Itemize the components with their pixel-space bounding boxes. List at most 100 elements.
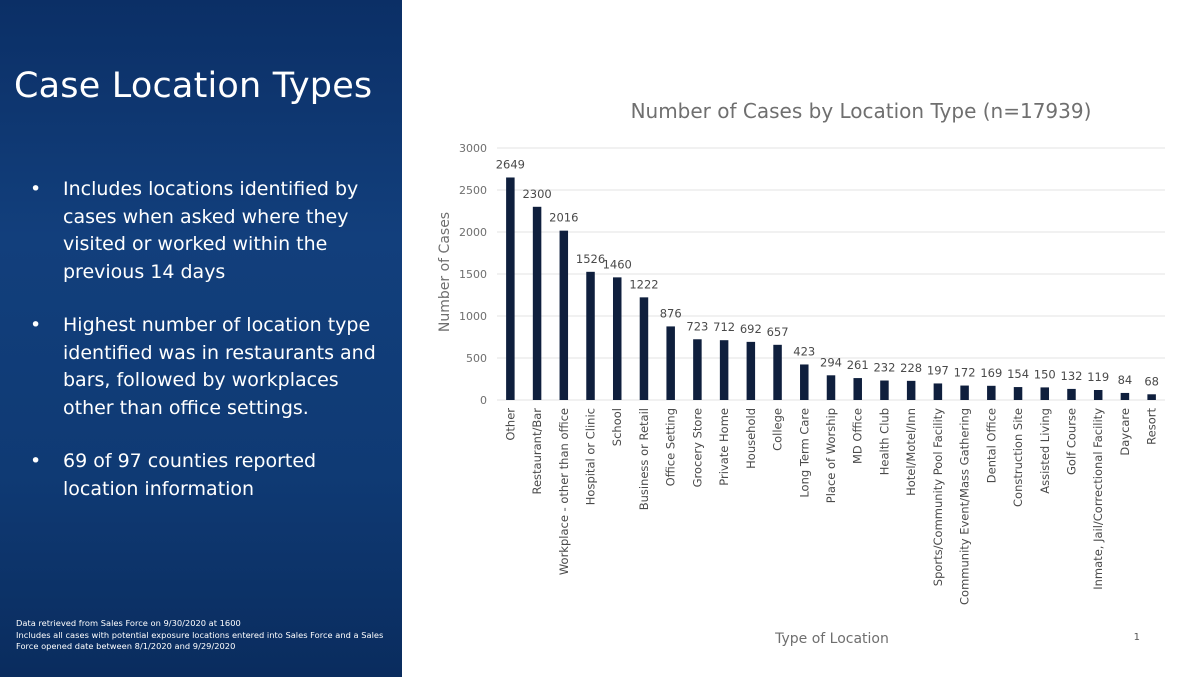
x-tick-label: Place of Worship [824, 408, 838, 503]
data-label: 1460 [603, 257, 632, 271]
bar [1147, 394, 1156, 400]
data-label: 119 [1087, 370, 1109, 384]
bar [719, 340, 729, 400]
bar [880, 380, 889, 400]
x-tick-label: Office Setting [664, 408, 678, 486]
data-label: 68 [1144, 374, 1159, 388]
x-tick-label: Golf Course [1064, 408, 1078, 475]
bar [1067, 388, 1076, 400]
bar [1040, 387, 1050, 400]
x-tick-label: Daycare [1118, 408, 1132, 456]
bar [1013, 387, 1023, 400]
data-label: 261 [847, 358, 869, 372]
x-tick-label: Hospital or Clinic [584, 408, 598, 505]
x-tick-label: Inmate, Jail/Correctional Facility [1091, 408, 1105, 590]
x-tick-label: Health Club [877, 408, 891, 475]
bar [666, 326, 675, 400]
x-tick-label: MD Office [851, 408, 865, 464]
page-number: 1 [1133, 632, 1140, 643]
x-tick-label: Sports/Community Pool Facility [931, 408, 945, 586]
footnote: Data retrieved from Sales Force on 9/30/… [16, 618, 396, 653]
y-tick-label: 500 [466, 352, 487, 365]
x-tick-label: Resort [1145, 408, 1159, 445]
bar [933, 383, 943, 400]
bar [1093, 390, 1103, 400]
data-label: 172 [954, 366, 976, 380]
x-tick-label: Other [503, 408, 517, 441]
bar [586, 271, 595, 400]
data-label: 657 [767, 325, 789, 339]
x-tick-label: Dental Office [984, 408, 998, 483]
bar [906, 380, 916, 400]
x-tick-label: Private Home [717, 408, 731, 486]
bar [559, 230, 569, 400]
y-tick-label: 2000 [459, 226, 487, 239]
x-tick-label: Business or Retail [637, 408, 651, 510]
bar [612, 277, 622, 400]
data-label: 197 [927, 363, 949, 377]
y-tick-label: 2500 [459, 184, 487, 197]
data-label: 294 [820, 355, 842, 369]
bullet-dot-icon: • [30, 450, 42, 472]
bar-chart: Number of Cases by Location Type (n=1793… [437, 99, 1165, 647]
x-tick-label: Workplace - other than office [557, 408, 571, 575]
slide-title: Case Location Types [14, 66, 373, 106]
bullet-list: • Includes locations identified by cases… [30, 176, 380, 529]
bar [800, 364, 809, 400]
left-panel: Case Location Types • Includes locations… [0, 0, 402, 677]
x-tick-label: Hotel/Motel/Inn [904, 408, 918, 496]
footnote-line: Includes all cases with potential exposu… [16, 629, 384, 652]
bullet-dot-icon: • [30, 314, 42, 336]
x-tick-label: Household [744, 408, 758, 469]
bullet-text: 69 of 97 counties reported location info… [63, 450, 317, 500]
bar [853, 378, 862, 400]
bar [532, 206, 542, 400]
bar [639, 297, 649, 400]
bar [1120, 392, 1130, 400]
data-label: 150 [1034, 367, 1056, 381]
data-label: 232 [873, 361, 895, 375]
chart-title: Number of Cases by Location Type (n=1793… [631, 99, 1092, 123]
y-tick-label: 0 [480, 394, 487, 407]
bullet-dot-icon: • [30, 178, 42, 200]
x-tick-label: Grocery Store [690, 408, 704, 487]
data-label: 132 [1061, 369, 1083, 383]
data-label: 2016 [549, 211, 578, 225]
data-label: 423 [793, 344, 815, 358]
x-axis-title: Type of Location [774, 631, 889, 647]
bullet-text: Includes locations identified by cases w… [63, 178, 359, 283]
data-label: 692 [740, 322, 762, 336]
y-tick-label: 3000 [459, 142, 487, 155]
data-label: 154 [1007, 367, 1029, 381]
data-label: 712 [713, 320, 735, 334]
bullet-item: • 69 of 97 counties reported location in… [30, 448, 380, 503]
bar [506, 177, 515, 400]
data-label: 1526 [576, 252, 605, 266]
x-tick-label: Community Event/Mass Gathering [958, 408, 972, 605]
bar [987, 385, 996, 400]
y-axis-title: Number of Cases [437, 212, 453, 332]
bar [960, 385, 969, 400]
x-tick-label: College [771, 408, 785, 451]
y-tick-label: 1500 [459, 268, 487, 281]
bullet-item: • Highest number of location type identi… [30, 312, 380, 422]
bar [746, 341, 756, 400]
data-label: 228 [900, 361, 922, 375]
y-tick-label: 1000 [459, 310, 487, 323]
x-tick-label: School [610, 408, 624, 446]
data-label: 2300 [522, 187, 551, 201]
x-tick-label: Construction Site [1011, 408, 1025, 507]
chart-panel: Number of Cases by Location Type (n=1793… [402, 0, 1200, 677]
bar [773, 344, 782, 400]
x-tick-label: Assisted Living [1038, 408, 1052, 494]
data-label: 84 [1118, 373, 1133, 387]
data-label: 2649 [496, 157, 525, 171]
data-label: 876 [660, 306, 682, 320]
bullet-item: • Includes locations identified by cases… [30, 176, 380, 286]
footnote-line: Data retrieved from Sales Force on 9/30/… [16, 618, 241, 628]
bar [693, 339, 702, 400]
data-label: 169 [980, 366, 1002, 380]
x-tick-label: Long Term Care [797, 408, 811, 498]
bar [826, 375, 836, 400]
